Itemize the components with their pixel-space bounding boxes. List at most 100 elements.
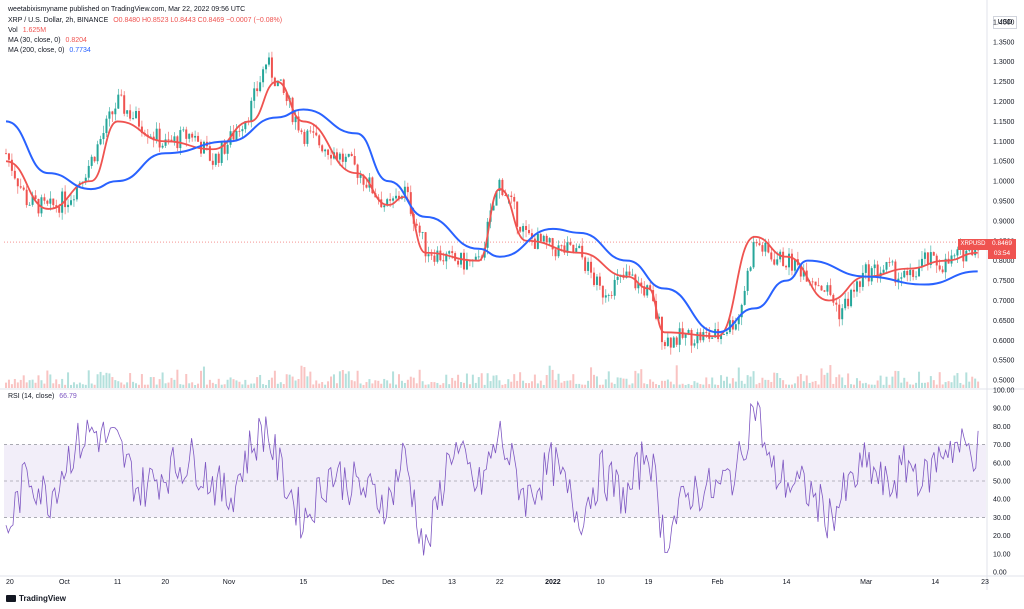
volume-bar (885, 376, 888, 388)
candle-body (61, 191, 64, 213)
legend-ma200-row: MA (200, close, 0) 0.7734 (8, 47, 91, 54)
volume-bar (265, 384, 268, 388)
candle-body (462, 252, 465, 270)
candle-body (335, 152, 338, 160)
volume-bar (217, 378, 220, 388)
volume-bar (510, 381, 513, 388)
volume-bar (341, 370, 344, 388)
candle-body (406, 186, 409, 193)
candle-body (912, 269, 915, 277)
candle-body (34, 195, 37, 199)
candle-body (102, 133, 105, 140)
volume-bar (140, 374, 143, 388)
candle-body (835, 302, 838, 305)
rsi-label[interactable]: RSI (14, close) (8, 393, 55, 400)
volume-bar (548, 365, 551, 388)
candle-body (185, 129, 188, 139)
volume-bar (637, 373, 640, 388)
candle-body (241, 129, 244, 132)
candle-body (140, 126, 143, 134)
volume-bar (835, 377, 838, 388)
volume-bar (173, 379, 176, 388)
volume-bar (785, 384, 788, 388)
price-tick-label: 1.2000 (993, 99, 1015, 106)
volume-bar (114, 380, 117, 388)
candle-body (409, 192, 412, 214)
candle-body (90, 156, 93, 166)
symbol-label[interactable]: XRP / U.S. Dollar, 2h, BINANCE (8, 17, 109, 24)
candle-body (208, 146, 211, 161)
volume-bar (971, 376, 974, 388)
volume-bar (270, 377, 273, 388)
price-tick-label: 1.3000 (993, 59, 1015, 66)
candle-body (43, 197, 46, 201)
volume-bar (944, 382, 947, 388)
volume-bar (403, 382, 406, 388)
candle-body (974, 245, 977, 256)
volume-bar (811, 381, 814, 388)
candle-body (105, 118, 108, 134)
currency-unit-button[interactable]: USD (993, 16, 1017, 29)
candle-body (137, 111, 140, 127)
volume-bar (826, 372, 829, 388)
volume-bar (516, 380, 519, 388)
volume-bar (99, 371, 102, 388)
volume-bar (858, 380, 861, 388)
candle-body (646, 285, 649, 296)
candle-body (10, 159, 13, 171)
volume-bar (303, 367, 306, 388)
candle-body (598, 276, 601, 286)
candle-body (504, 195, 507, 196)
rsi-tick-label: 100.00 (993, 388, 1015, 395)
volume-bar (96, 374, 99, 388)
volume-bar (383, 378, 386, 388)
volume-bar (616, 377, 619, 388)
candle-body (220, 141, 223, 163)
volume-bar (191, 382, 194, 388)
volume-bar (870, 384, 873, 388)
candle-body (253, 88, 256, 101)
candle-body (882, 269, 885, 273)
candle-body (631, 274, 634, 276)
volume-bar (604, 379, 607, 388)
volume-bar (929, 376, 932, 388)
volume-bar (782, 380, 785, 388)
candle-body (566, 242, 569, 253)
candle-body (67, 204, 70, 208)
volume-bar (652, 381, 655, 388)
candle-body (900, 277, 903, 279)
volume-label[interactable]: Vol (8, 27, 18, 34)
candle-body (658, 316, 661, 319)
volume-bar (483, 384, 486, 388)
candle-body (790, 253, 793, 271)
volume-bar (43, 383, 46, 388)
candle-body (235, 130, 238, 140)
volume-bar (377, 380, 380, 388)
volume-bar (137, 384, 140, 388)
candle-body (427, 254, 430, 257)
volume-bar (814, 380, 817, 388)
candle-body (507, 195, 510, 197)
candle-body (123, 95, 126, 114)
volume-bar (634, 370, 637, 388)
candle-body (135, 111, 138, 119)
candle-body (867, 264, 870, 282)
candle-body (690, 329, 693, 346)
candle-body (820, 285, 823, 291)
ma200-label[interactable]: MA (200, close, 0) (8, 47, 65, 54)
volume-bar (598, 384, 601, 388)
time-tick-label: Oct (59, 579, 70, 586)
volume-bar (208, 379, 211, 388)
volume-bar (64, 384, 67, 388)
volume-bar (678, 384, 681, 388)
candle-body (829, 285, 832, 295)
volume-bar (132, 381, 135, 388)
tradingview-logo[interactable]: TradingView (6, 594, 66, 603)
volume-bar (950, 382, 953, 388)
ma30-label[interactable]: MA (30, close, 0) (8, 37, 61, 44)
volume-bar (52, 383, 55, 388)
rsi-tick-label: 40.00 (993, 497, 1011, 504)
candle-body (935, 255, 938, 266)
volume-bar (229, 377, 232, 388)
